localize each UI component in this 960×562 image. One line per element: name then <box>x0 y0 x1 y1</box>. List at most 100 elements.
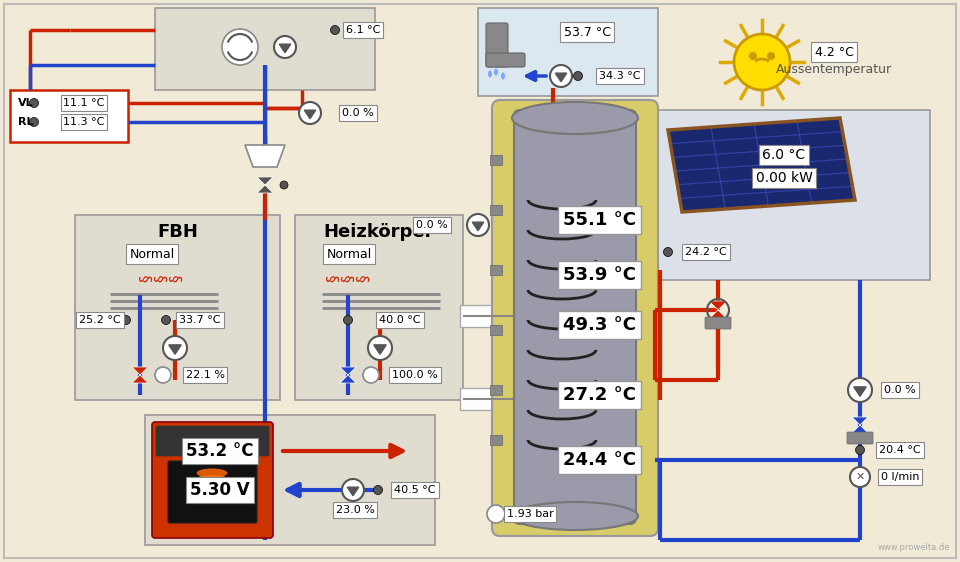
Polygon shape <box>668 118 855 212</box>
Text: 6.1 °C: 6.1 °C <box>346 25 380 35</box>
FancyBboxPatch shape <box>490 385 502 395</box>
Ellipse shape <box>195 475 229 485</box>
Text: Normal: Normal <box>130 247 175 261</box>
Circle shape <box>122 315 131 324</box>
Circle shape <box>299 102 321 124</box>
Text: 20.4 °C: 20.4 °C <box>879 445 921 455</box>
Circle shape <box>155 367 171 383</box>
Circle shape <box>734 34 790 90</box>
Text: FBH: FBH <box>157 223 199 241</box>
Polygon shape <box>132 367 148 383</box>
FancyBboxPatch shape <box>658 110 930 280</box>
Polygon shape <box>245 145 285 167</box>
FancyBboxPatch shape <box>10 90 128 142</box>
Circle shape <box>749 52 757 60</box>
Circle shape <box>30 117 38 126</box>
Text: 5.30 V: 5.30 V <box>190 481 250 499</box>
Circle shape <box>342 479 364 501</box>
FancyBboxPatch shape <box>705 317 731 329</box>
Circle shape <box>344 315 352 324</box>
Ellipse shape <box>194 482 230 492</box>
Circle shape <box>767 52 775 60</box>
Polygon shape <box>348 487 359 496</box>
Circle shape <box>30 98 38 107</box>
Text: 34.3 °C: 34.3 °C <box>599 71 640 81</box>
Text: 24.2 °C: 24.2 °C <box>685 247 727 257</box>
FancyBboxPatch shape <box>460 388 512 410</box>
Text: VL: VL <box>18 98 34 108</box>
Circle shape <box>163 336 187 360</box>
FancyBboxPatch shape <box>486 53 525 67</box>
FancyBboxPatch shape <box>4 4 956 558</box>
Text: 11.3 °C: 11.3 °C <box>63 117 105 127</box>
FancyBboxPatch shape <box>168 461 257 523</box>
FancyBboxPatch shape <box>152 422 273 538</box>
Ellipse shape <box>192 489 232 501</box>
Polygon shape <box>852 417 868 433</box>
FancyBboxPatch shape <box>490 325 502 335</box>
FancyBboxPatch shape <box>75 215 280 400</box>
Circle shape <box>848 378 872 402</box>
Circle shape <box>487 505 505 523</box>
Text: 53.7 °C: 53.7 °C <box>564 25 611 39</box>
Text: §: § <box>342 274 356 282</box>
Text: 24.4 °C: 24.4 °C <box>563 451 636 469</box>
Ellipse shape <box>488 70 492 78</box>
FancyBboxPatch shape <box>155 8 375 90</box>
Text: §: § <box>170 274 184 282</box>
Text: 53.9 °C: 53.9 °C <box>563 266 636 284</box>
Circle shape <box>550 65 572 87</box>
Text: 100.0 %: 100.0 % <box>392 370 438 380</box>
FancyBboxPatch shape <box>490 205 502 215</box>
Text: §: § <box>155 274 170 282</box>
FancyBboxPatch shape <box>486 23 508 67</box>
FancyBboxPatch shape <box>492 100 658 536</box>
FancyBboxPatch shape <box>478 8 658 96</box>
Text: §: § <box>139 274 155 282</box>
Text: 22.1 %: 22.1 % <box>185 370 225 380</box>
Text: 0 l/min: 0 l/min <box>880 472 920 482</box>
Polygon shape <box>304 110 316 119</box>
Polygon shape <box>340 367 356 383</box>
Text: Heizkörper: Heizkörper <box>324 223 434 241</box>
Ellipse shape <box>512 102 638 134</box>
Circle shape <box>222 29 258 65</box>
Text: 0.0 %: 0.0 % <box>417 220 448 230</box>
Circle shape <box>467 214 489 236</box>
Text: www.prowelta.de: www.prowelta.de <box>877 543 950 552</box>
Circle shape <box>855 446 865 455</box>
Text: 55.1 °C: 55.1 °C <box>563 211 636 229</box>
FancyBboxPatch shape <box>145 415 435 545</box>
FancyBboxPatch shape <box>156 426 269 456</box>
Circle shape <box>573 71 583 80</box>
FancyBboxPatch shape <box>847 432 873 444</box>
Text: 0.00 kW: 0.00 kW <box>756 171 812 185</box>
Text: 33.7 °C: 33.7 °C <box>180 315 221 325</box>
Text: 27.2 °C: 27.2 °C <box>563 386 636 404</box>
Text: 40.5 °C: 40.5 °C <box>395 485 436 495</box>
FancyBboxPatch shape <box>490 265 502 275</box>
Polygon shape <box>472 222 484 231</box>
Polygon shape <box>257 177 273 193</box>
Circle shape <box>850 467 870 487</box>
FancyBboxPatch shape <box>295 215 463 400</box>
Circle shape <box>363 367 379 383</box>
FancyBboxPatch shape <box>460 305 512 327</box>
Text: 49.3 °C: 49.3 °C <box>563 316 636 334</box>
Text: §: § <box>356 274 372 282</box>
Text: 4.2 °C: 4.2 °C <box>815 46 853 58</box>
Polygon shape <box>373 345 386 354</box>
Text: 1.93 bar: 1.93 bar <box>507 509 553 519</box>
Circle shape <box>368 336 392 360</box>
Ellipse shape <box>197 469 228 478</box>
Ellipse shape <box>494 69 498 75</box>
Text: 11.1 °C: 11.1 °C <box>63 98 105 108</box>
Polygon shape <box>709 301 727 319</box>
Polygon shape <box>279 44 291 53</box>
FancyBboxPatch shape <box>514 110 636 524</box>
Polygon shape <box>169 345 181 354</box>
Polygon shape <box>555 73 566 81</box>
Ellipse shape <box>512 502 638 530</box>
Circle shape <box>161 315 171 324</box>
Circle shape <box>373 486 382 495</box>
